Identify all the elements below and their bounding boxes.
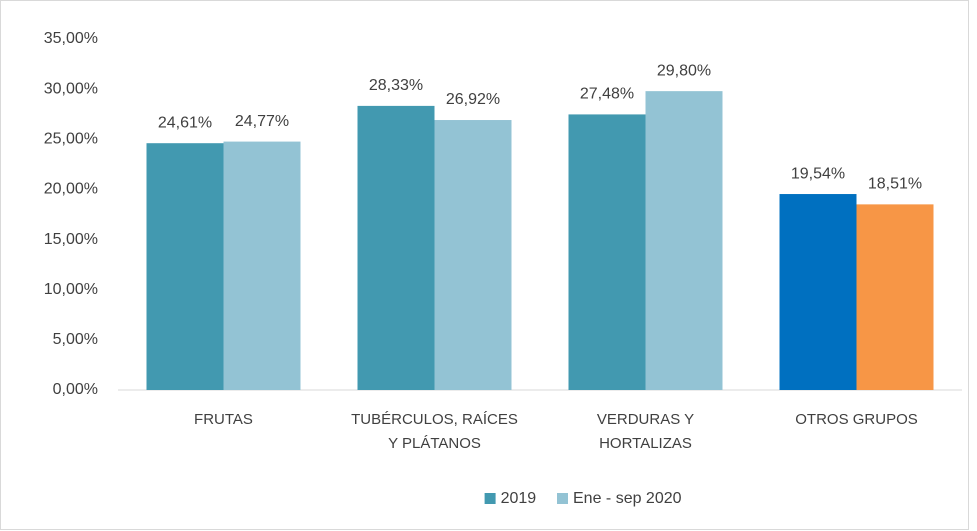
y-tick-label: 25,00% [44, 131, 98, 148]
data-label: 28,33% [369, 77, 423, 94]
x-tick-label: TUBÉRCULOS, RAÍCES Y PLÁTANOS [351, 411, 518, 452]
data-label: 24,61% [158, 114, 212, 131]
data-label: 24,77% [235, 113, 289, 130]
x-tick-label: VERDURAS Y HORTALIZAS [596, 411, 695, 452]
bar [645, 91, 723, 391]
y-tick-label: 10,00% [44, 281, 98, 298]
bar [434, 120, 512, 391]
bar [357, 105, 435, 391]
data-label: 18,51% [868, 176, 922, 193]
y-tick-label: 0,00% [53, 381, 98, 398]
y-tick-label: 30,00% [44, 80, 98, 97]
data-label: 29,80% [657, 62, 711, 79]
y-tick-label: 20,00% [44, 181, 98, 198]
bar [223, 141, 301, 390]
bar [568, 114, 646, 390]
legend-label: Ene - sep 2020 [573, 490, 682, 507]
data-label: 26,92% [446, 91, 500, 108]
data-label: 27,48% [580, 86, 634, 103]
x-tick-label: FRUTAS [194, 411, 253, 428]
y-tick-label: 5,00% [53, 331, 98, 348]
y-tick-label: 15,00% [44, 231, 98, 248]
legend-swatch [557, 493, 568, 504]
bar [856, 204, 934, 390]
legend-swatch [484, 493, 496, 504]
bar [146, 143, 224, 390]
x-tick-label: OTROS GRUPOS [795, 411, 918, 428]
bar [779, 194, 857, 390]
legend-label: 2019 [501, 490, 537, 507]
data-label: 19,54% [791, 165, 845, 182]
y-tick-label: 35,00% [44, 30, 98, 47]
